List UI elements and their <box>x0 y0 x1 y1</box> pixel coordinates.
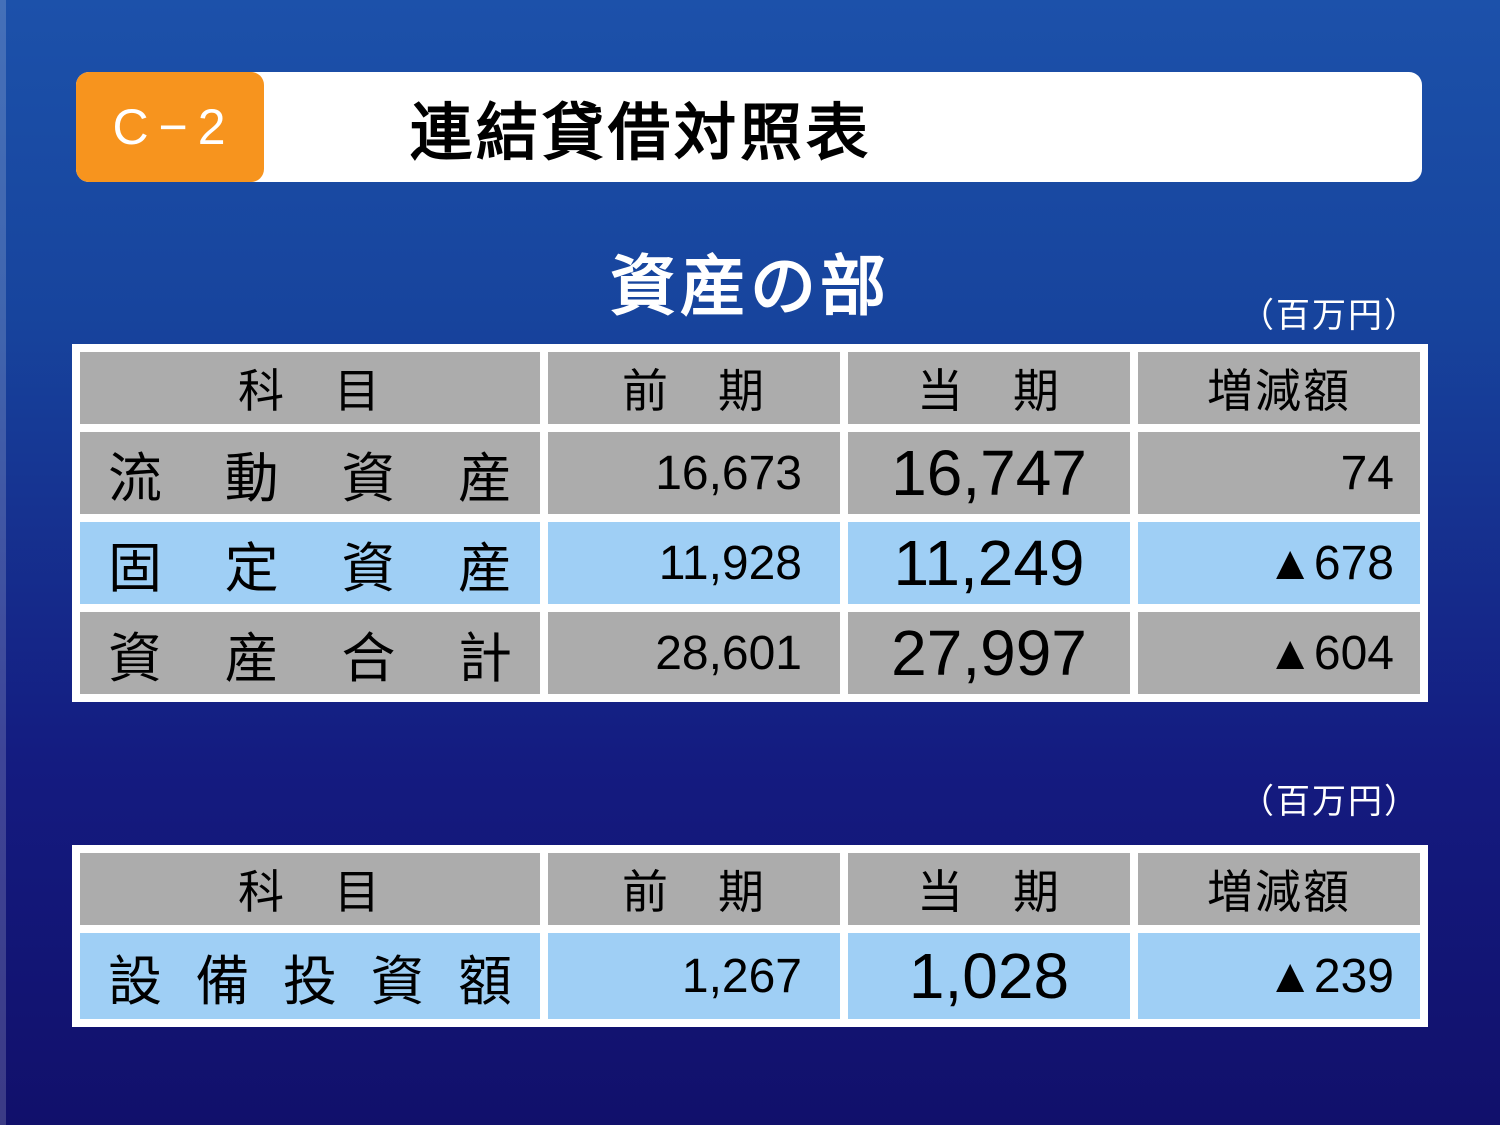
capex-row-current: 1,028 <box>848 933 1130 1019</box>
assets-row-current-assets-change: 74 <box>1138 432 1420 514</box>
assets-col-item: 科 目 <box>80 352 540 424</box>
assets-row-total-assets-current: 27,997 <box>848 612 1130 694</box>
assets-col-previous: 前 期 <box>548 352 840 424</box>
unit-label-assets: （百万円） <box>1240 297 1420 335</box>
capex-col-change: 増減額 <box>1138 853 1420 925</box>
assets-row-fixed-assets-previous: 11,928 <box>548 522 840 604</box>
assets-row-fixed-assets-change: ▲678 <box>1138 522 1420 604</box>
capex-row-previous: 1,267 <box>548 933 840 1019</box>
unit-label-capex: （百万円） <box>1240 783 1420 821</box>
capex-col-current: 当 期 <box>848 853 1130 925</box>
capex-table: 科 目 前 期 当 期 増減額 設備投資額 1,267 1,028 ▲239 <box>72 845 1428 1027</box>
assets-row-current-assets-current: 16,747 <box>848 432 1130 514</box>
assets-row-total-assets-change: ▲604 <box>1138 612 1420 694</box>
section-title-assets: 資産の部 <box>610 249 890 323</box>
title-banner: C−2 連結貸借対照表 <box>76 72 1422 182</box>
capex-col-item: 科 目 <box>80 853 540 925</box>
assets-row-total-assets-label: 資産合計 <box>80 612 540 694</box>
assets-table: 科 目 前 期 当 期 増減額 流動資産 16,673 16,747 74 固定… <box>72 344 1428 702</box>
assets-col-current: 当 期 <box>848 352 1130 424</box>
assets-row-fixed-assets-current: 11,249 <box>848 522 1130 604</box>
slide-tag-badge: C−2 <box>76 72 264 182</box>
assets-col-change: 増減額 <box>1138 352 1420 424</box>
capex-col-previous: 前 期 <box>548 853 840 925</box>
assets-row-total-assets-previous: 28,601 <box>548 612 840 694</box>
capex-row-change: ▲239 <box>1138 933 1420 1019</box>
assets-row-current-assets-previous: 16,673 <box>548 432 840 514</box>
capex-row-label: 設備投資額 <box>80 933 540 1019</box>
assets-row-current-assets-label: 流動資産 <box>80 432 540 514</box>
slide-title: 連結貸借対照表 <box>410 99 873 168</box>
assets-row-fixed-assets-label: 固定資産 <box>80 522 540 604</box>
